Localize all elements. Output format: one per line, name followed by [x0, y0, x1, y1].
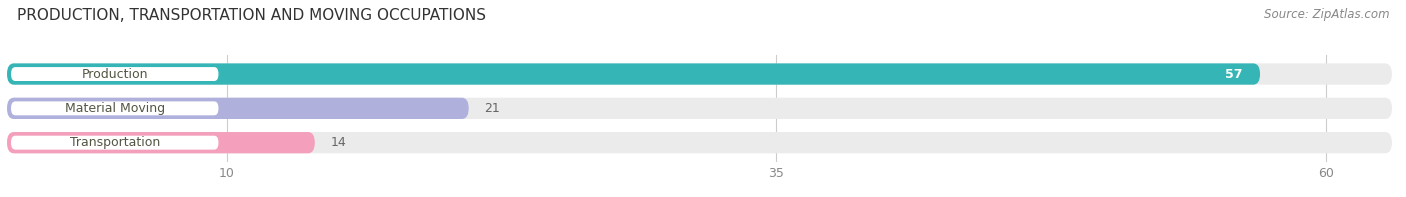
Text: Transportation: Transportation: [70, 136, 160, 149]
Text: 57: 57: [1225, 68, 1243, 81]
FancyBboxPatch shape: [10, 101, 219, 116]
Text: PRODUCTION, TRANSPORTATION AND MOVING OCCUPATIONS: PRODUCTION, TRANSPORTATION AND MOVING OC…: [17, 8, 486, 23]
FancyBboxPatch shape: [7, 63, 1260, 85]
FancyBboxPatch shape: [7, 132, 1392, 153]
Text: 14: 14: [330, 136, 346, 149]
Text: Material Moving: Material Moving: [65, 102, 165, 115]
Text: Production: Production: [82, 68, 148, 81]
FancyBboxPatch shape: [10, 135, 219, 150]
FancyBboxPatch shape: [7, 63, 1392, 85]
FancyBboxPatch shape: [10, 66, 219, 82]
FancyBboxPatch shape: [7, 98, 468, 119]
Text: Source: ZipAtlas.com: Source: ZipAtlas.com: [1264, 8, 1389, 21]
FancyBboxPatch shape: [7, 132, 315, 153]
FancyBboxPatch shape: [7, 98, 1392, 119]
Text: 21: 21: [484, 102, 499, 115]
